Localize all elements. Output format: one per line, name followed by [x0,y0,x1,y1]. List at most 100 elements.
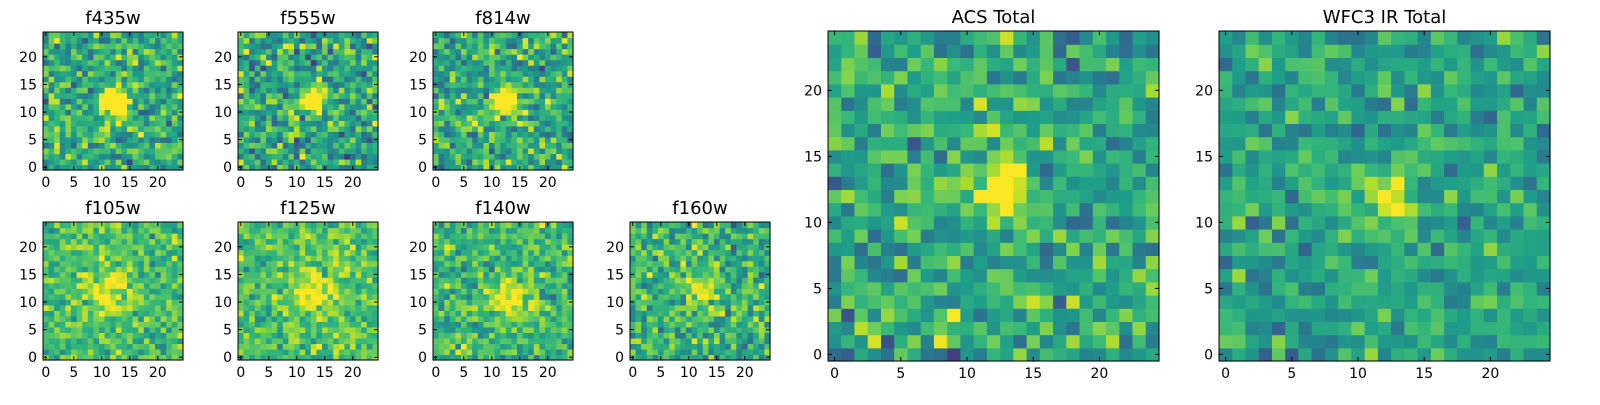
heatmap-cell [720,321,726,327]
heatmap-cell [523,137,529,143]
heatmap-cell [528,343,534,349]
heatmap-cell [523,261,529,267]
heatmap-cell [472,299,478,305]
heatmap-cell [244,98,250,104]
heatmap-cell [680,272,686,278]
heatmap-cell [316,131,322,137]
heatmap-cell [725,244,731,250]
heatmap-cell [249,32,255,38]
heatmap-cell [467,131,473,137]
heatmap-cell [500,142,506,148]
heatmap-cell [551,288,557,294]
heatmap-cell [105,148,111,154]
heatmap-cell [545,76,551,82]
heatmap-cell [300,142,306,148]
heatmap-cell [881,348,895,362]
heatmap-cell [344,126,350,132]
heatmap-cell [461,38,467,44]
heatmap-cell [105,98,111,104]
heatmap-cell [272,266,278,272]
heatmap-cell [1000,269,1014,283]
heatmap-cell [753,239,759,245]
heatmap-cell [472,244,478,250]
heatmap-cell [658,233,664,239]
heatmap-cell [523,299,529,305]
heatmap-cell [138,49,144,55]
heatmap-cell [455,321,461,327]
heatmap-cell [680,283,686,289]
heatmap-cell [350,87,356,93]
heatmap-cell [539,65,545,71]
heatmap-cell [105,131,111,137]
heatmap-cell [93,115,99,121]
heatmap-cell [43,294,49,300]
heatmap-cell [455,277,461,283]
heatmap-cell [907,150,921,164]
heatmap-cell [731,288,737,294]
heatmap-cell [974,348,988,362]
heatmap-cell [133,250,139,256]
heatmap-cell [506,332,512,338]
heatmap-cell [93,49,99,55]
heatmap-cell [731,261,737,267]
heatmap-cell [686,233,692,239]
heatmap-cell [748,288,754,294]
heatmap-cell [921,229,935,243]
heatmap-cell [367,65,373,71]
heatmap-cell [144,104,150,110]
heatmap-cell [249,349,255,355]
heatmap-cell [444,38,450,44]
heatmap-cell [300,261,306,267]
heatmap-cell [528,233,534,239]
heatmap-cell [88,261,94,267]
heatmap-cell [461,250,467,256]
heatmap-cell [534,38,540,44]
heatmap-cell [478,54,484,60]
heatmap-cell [99,277,105,283]
heatmap-cell [166,327,172,333]
heatmap-cell [495,261,501,267]
heatmap-cell [244,277,250,283]
heatmap-cell [551,338,557,344]
heatmap-cell [300,288,306,294]
heatmap-cell [77,159,83,165]
heatmap-cell [467,327,473,333]
heatmap-cell [714,255,720,261]
heatmap-cell [467,54,473,60]
heatmap-cell [116,131,122,137]
heatmap-cell [277,159,283,165]
heatmap-cell [506,76,512,82]
heatmap-cell [105,115,111,121]
heatmap-cell [483,255,489,261]
heatmap-cell [238,288,244,294]
heatmap-cell [88,266,94,272]
heatmap-cell [478,239,484,245]
heatmap-cell [244,288,250,294]
heatmap-cell [528,338,534,344]
heatmap-cell [77,233,83,239]
heatmap-cell [88,43,94,49]
heatmap-cell [255,222,261,228]
heatmap-cell [49,255,55,261]
heatmap-cell [692,233,698,239]
heatmap-cell [641,244,647,250]
heatmap-cell [255,131,261,137]
heatmap-cell [1027,255,1041,269]
heatmap-cell [1080,269,1094,283]
heatmap-cell [489,65,495,71]
heatmap-cell [664,283,670,289]
heatmap-cell [444,148,450,154]
heatmap-cell [500,343,506,349]
heatmap-cell [539,104,545,110]
heatmap-cell [367,299,373,305]
heatmap-cell [356,283,362,289]
heatmap-cell [356,82,362,88]
heatmap-cell [658,338,664,344]
heatmap-cell [277,305,283,311]
heatmap-cell [675,288,681,294]
heatmap-cell [305,60,311,66]
heatmap-cell [461,54,467,60]
heatmap-cell [82,327,88,333]
heatmap-cell [277,294,283,300]
heatmap-cell [344,60,350,66]
